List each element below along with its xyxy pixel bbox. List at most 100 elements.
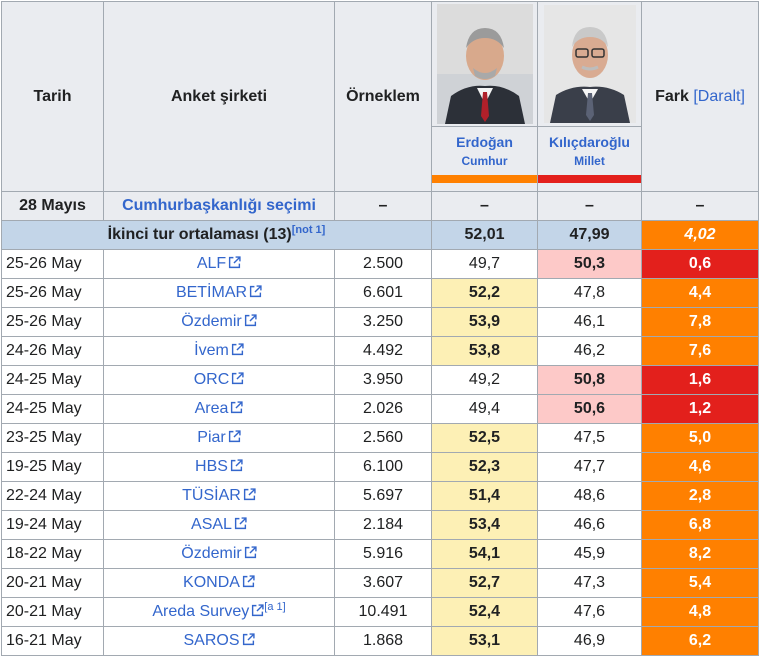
external-link-icon xyxy=(230,459,243,472)
poll-date: 24-25 May xyxy=(1,394,104,424)
poll-diff: 2,8 xyxy=(641,481,759,511)
poll-date: 19-25 May xyxy=(1,452,104,482)
election-sample: – xyxy=(334,191,432,221)
poll-firm-link[interactable]: ALF xyxy=(197,255,241,272)
poll-date: 23-25 May xyxy=(1,423,104,453)
poll-row: 25-26 May ALF 2.500 49,7 50,3 0,6 xyxy=(1,249,759,279)
poll-sample: 5.697 xyxy=(334,481,432,511)
kilicdaroglu-photo[interactable] xyxy=(538,2,641,126)
poll-diff: 1,2 xyxy=(641,394,759,424)
candidate-party-erdogan[interactable]: Cumhur xyxy=(461,154,508,168)
average-kilicdaroglu: 47,99 xyxy=(537,220,642,250)
external-link-icon xyxy=(252,604,264,617)
poll-note-link[interactable]: [a 1] xyxy=(264,601,286,613)
external-link-icon xyxy=(244,546,257,559)
poll-sample: 2.560 xyxy=(334,423,432,453)
poll-sample: 6.100 xyxy=(334,452,432,482)
poll-firm-link[interactable]: Özdemir xyxy=(181,313,257,330)
poll-row: 24-25 May Area 2.026 49,4 50,6 1,2 xyxy=(1,394,759,424)
poll-firm-cell: HBS xyxy=(103,452,335,482)
poll-firm-cell: ASAL xyxy=(103,510,335,540)
election-diff: – xyxy=(641,191,759,221)
poll-erdogan: 54,1 xyxy=(431,539,538,569)
poll-firm-link[interactable]: SAROS xyxy=(183,632,255,649)
candidate-party-kilicdaroglu[interactable]: Millet xyxy=(574,154,605,168)
poll-firm-link[interactable]: Area xyxy=(195,400,244,417)
candidate-color-bar-kilicdaroglu xyxy=(538,175,641,183)
average-note-link[interactable]: [not 1] xyxy=(291,224,326,236)
poll-firm-cell: ORC xyxy=(103,365,335,395)
poll-diff: 4,4 xyxy=(641,278,759,308)
poll-diff: 8,2 xyxy=(641,539,759,569)
poll-firm-link[interactable]: ASAL xyxy=(191,516,247,533)
poll-kilicdaroglu: 50,6 xyxy=(537,394,642,424)
poll-row: 24-25 May ORC 3.950 49,2 50,8 1,6 xyxy=(1,365,759,395)
poll-row: 19-24 May ASAL 2.184 53,4 46,6 6,8 xyxy=(1,510,759,540)
header-diff-label: Fark xyxy=(655,87,689,105)
external-link-icon xyxy=(231,343,244,356)
poll-row: 20-21 May KONDA 3.607 52,7 47,3 5,4 xyxy=(1,568,759,598)
poll-erdogan: 49,4 xyxy=(431,394,538,424)
header-sample[interactable]: Örneklem xyxy=(334,1,432,192)
poll-kilicdaroglu: 46,1 xyxy=(537,307,642,337)
poll-kilicdaroglu: 47,7 xyxy=(537,452,642,482)
poll-firm-link[interactable]: Areda Survey xyxy=(152,603,264,620)
election-erdogan: – xyxy=(431,191,538,221)
poll-firm-link[interactable]: KONDA xyxy=(183,574,255,591)
poll-firm-link[interactable]: HBS xyxy=(195,458,243,475)
poll-sample: 3.607 xyxy=(334,568,432,598)
poll-date: 18-22 May xyxy=(1,539,104,569)
poll-row: 18-22 May Özdemir 5.916 54,1 45,9 8,2 xyxy=(1,539,759,569)
candidate-name-erdogan[interactable]: Erdoğan xyxy=(456,134,513,150)
poll-sample: 4.492 xyxy=(334,336,432,366)
poll-erdogan: 53,8 xyxy=(431,336,538,366)
external-link-icon xyxy=(232,372,244,385)
poll-kilicdaroglu: 50,3 xyxy=(537,249,642,279)
poll-kilicdaroglu: 47,5 xyxy=(537,423,642,453)
poll-diff: 7,8 xyxy=(641,307,759,337)
poll-erdogan: 53,1 xyxy=(431,626,538,656)
election-link[interactable]: Cumhurbaşkanlığı seçimi xyxy=(122,197,316,214)
poll-diff: 5,4 xyxy=(641,568,759,598)
poll-firm-link[interactable]: BETİMAR xyxy=(176,284,262,301)
poll-erdogan: 52,7 xyxy=(431,568,538,598)
collapse-link[interactable]: Daralt xyxy=(697,87,741,105)
candidate-name-kilicdaroglu[interactable]: Kılıçdaroğlu xyxy=(549,134,630,150)
header-candidate-kilicdaroglu: Kılıçdaroğlu Millet xyxy=(537,1,642,192)
poll-date: 22-24 May xyxy=(1,481,104,511)
erdogan-photo[interactable] xyxy=(432,2,537,126)
average-label: İkinci tur ortalaması (13) xyxy=(107,226,292,243)
poll-date: 19-24 May xyxy=(1,510,104,540)
poll-firm-cell: ALF xyxy=(103,249,335,279)
header-date[interactable]: Tarih xyxy=(1,1,104,192)
external-link-icon xyxy=(231,401,244,414)
poll-diff: 5,0 xyxy=(641,423,759,453)
external-link-icon xyxy=(242,633,255,646)
header-firm[interactable]: Anket şirketi xyxy=(103,1,335,192)
poll-kilicdaroglu: 46,2 xyxy=(537,336,642,366)
poll-firm-link[interactable]: Piar xyxy=(197,429,241,446)
poll-date: 24-25 May xyxy=(1,365,104,395)
poll-erdogan: 52,4 xyxy=(431,597,538,627)
poll-diff: 7,6 xyxy=(641,336,759,366)
average-row: İkinci tur ortalaması (13)[not 1] 52,01 … xyxy=(1,220,759,250)
poll-erdogan: 53,4 xyxy=(431,510,538,540)
poll-date: 25-26 May xyxy=(1,249,104,279)
poll-diff: 6,2 xyxy=(641,626,759,656)
poll-firm-link[interactable]: TÜSİAR xyxy=(182,487,256,504)
poll-kilicdaroglu: 45,9 xyxy=(537,539,642,569)
poll-firm-link[interactable]: ORC xyxy=(194,371,245,388)
external-link-icon xyxy=(249,285,262,298)
poll-firm-link[interactable]: İvem xyxy=(194,342,244,359)
poll-diff: 6,8 xyxy=(641,510,759,540)
poll-firm-cell: İvem xyxy=(103,336,335,366)
poll-sample: 3.250 xyxy=(334,307,432,337)
poll-diff: 4,8 xyxy=(641,597,759,627)
candidate-color-bar-erdogan xyxy=(432,175,537,183)
header-candidate-erdogan: Erdoğan Cumhur xyxy=(431,1,538,192)
poll-sample: 2.026 xyxy=(334,394,432,424)
poll-kilicdaroglu: 46,9 xyxy=(537,626,642,656)
poll-sample: 3.950 xyxy=(334,365,432,395)
poll-erdogan: 52,2 xyxy=(431,278,538,308)
poll-firm-link[interactable]: Özdemir xyxy=(181,545,257,562)
